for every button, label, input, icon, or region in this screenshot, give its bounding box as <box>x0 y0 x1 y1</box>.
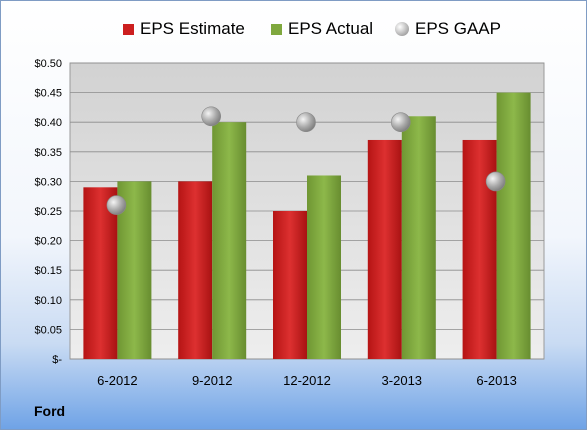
y-tick-label: $0.10 <box>34 295 62 307</box>
legend-swatch-eps-estimate <box>123 23 134 35</box>
legend-item-eps-estimate: EPS Estimate <box>123 19 245 39</box>
legend-item-eps-actual: EPS Actual <box>271 19 373 39</box>
legend-label-eps-estimate: EPS Estimate <box>140 19 245 38</box>
legend-swatch-eps-actual <box>271 23 282 35</box>
y-tick-label: $0.15 <box>34 265 62 277</box>
marker-eps-gaap <box>485 171 506 192</box>
x-tick-label: 6-2013 <box>476 373 516 388</box>
y-tick-label: $0.35 <box>34 147 62 159</box>
legend-label-eps-gaap: EPS GAAP <box>415 19 501 38</box>
marker-eps-gaap <box>296 112 316 132</box>
y-tick-label: $0.05 <box>34 324 62 336</box>
y-tick-label: $0.40 <box>34 117 62 129</box>
bar-eps-actual <box>496 92 531 359</box>
y-tick-label: $0.20 <box>34 236 62 248</box>
legend: EPS Estimate EPS Actual EPS GAAP <box>1 13 586 43</box>
legend-swatch-eps-gaap <box>395 22 409 36</box>
bar-eps-estimate <box>178 181 213 359</box>
x-tick-label: 12-2012 <box>283 373 331 388</box>
bar-eps-actual <box>307 175 341 359</box>
x-tick-label: 6-2012 <box>97 373 137 388</box>
y-tick-label: $0.25 <box>34 206 62 218</box>
marker-eps-gaap <box>390 112 411 132</box>
bar-eps-estimate <box>367 139 402 359</box>
bar-eps-actual <box>212 122 247 359</box>
x-tick-label: 3-2013 <box>382 373 422 388</box>
marker-eps-gaap <box>106 195 127 215</box>
y-tick-label: $0.50 <box>34 58 62 70</box>
bar-eps-actual <box>401 116 436 359</box>
company-label: Ford <box>34 403 66 419</box>
legend-item-eps-gaap: EPS GAAP <box>395 19 501 39</box>
y-tick-label: $- <box>52 354 62 366</box>
x-tick-label: 9-2012 <box>192 373 232 388</box>
y-tick-label: $0.45 <box>34 88 62 100</box>
marker-eps-gaap <box>201 106 221 127</box>
y-tick-label: $0.30 <box>34 176 62 188</box>
bar-eps-estimate <box>273 211 307 359</box>
bar-eps-estimate <box>83 187 118 359</box>
legend-label-eps-actual: EPS Actual <box>288 19 374 38</box>
